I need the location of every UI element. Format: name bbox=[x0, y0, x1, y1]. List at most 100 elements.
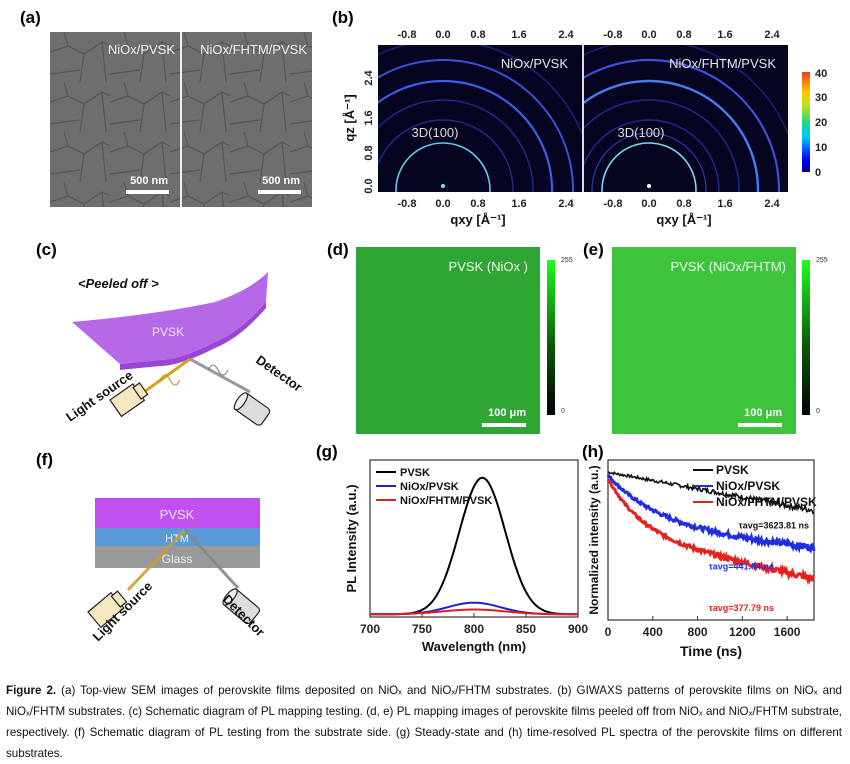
tick-bot-2-2: 0.8 bbox=[676, 198, 691, 210]
x-tick-label: 1600 bbox=[774, 625, 801, 639]
giwaxs-ylabel: qz [Å⁻¹] bbox=[342, 94, 357, 141]
series-scatter-2 bbox=[606, 478, 815, 586]
x-tick-label: 0 bbox=[605, 625, 612, 639]
ytick-1: 0.8 bbox=[363, 145, 375, 160]
tick-top-1-3: 1.6 bbox=[511, 29, 526, 41]
tick-bot-1-1: 0.0 bbox=[435, 198, 450, 210]
ytick-0: 0.0 bbox=[363, 178, 375, 193]
cbar-tick-20: 20 bbox=[815, 117, 827, 129]
scalebar-label-2: 500 nm bbox=[262, 175, 300, 187]
emission-beam-f bbox=[183, 528, 240, 590]
pl-map-niox-fhtm: PVSK (NiOx/FHTM) 100 μm bbox=[612, 247, 796, 434]
legend-label-1: NiOx/PVSK bbox=[400, 481, 459, 493]
pl-map-niox-fhtm-scalebar bbox=[738, 423, 782, 427]
giwaxs-xlabel-1: qxy [Å⁻¹] bbox=[450, 212, 505, 227]
giwaxs-colorbar bbox=[802, 72, 810, 172]
pl-map-niox-fhtm-cbar-min: 0 bbox=[816, 408, 820, 415]
cbar-tick-10: 10 bbox=[815, 142, 827, 154]
pvsk-label: PVSK bbox=[152, 325, 184, 339]
scalebar-2 bbox=[258, 190, 301, 194]
cbar-tick-40: 40 bbox=[815, 68, 827, 80]
giwaxs-title-1: NiOx/PVSK bbox=[501, 56, 569, 71]
peeled-off-label: <Peeled off > bbox=[78, 276, 159, 291]
tick-top-2-2: 0.8 bbox=[676, 29, 691, 41]
x-tick-label: 900 bbox=[568, 622, 588, 636]
detector-label: Detector bbox=[253, 352, 305, 395]
detector-icon bbox=[233, 392, 271, 426]
series-scatter-1 bbox=[606, 473, 816, 554]
excitation-beam-f bbox=[126, 528, 187, 592]
panel-label-h: (h) bbox=[582, 442, 604, 461]
x-tick-label: 1200 bbox=[729, 625, 756, 639]
giwaxs-figure: NiOx/PVSK NiOx/FHTM/PVSK 3D(100) 3D(100)… bbox=[342, 29, 827, 227]
plot-frame bbox=[607, 459, 815, 621]
layer-pvsk-label: PVSK bbox=[160, 507, 195, 522]
pl-map-niox-fhtm-title: PVSK (NiOx/FHTM) bbox=[670, 259, 786, 274]
panel-label-d: (d) bbox=[327, 240, 349, 259]
caption-lead: Figure 2. bbox=[6, 684, 57, 697]
tick-bot-2-4: 2.4 bbox=[764, 198, 780, 210]
y-axis-label: Normalized intensity (a.u.) bbox=[587, 465, 601, 614]
x-axis-label: Wavelength (nm) bbox=[422, 639, 526, 654]
legend-label-2: NiOx/FHTM/PVSK bbox=[716, 495, 817, 509]
layer-glass bbox=[95, 546, 260, 568]
series-scatter-0 bbox=[608, 471, 815, 515]
pvsk-film bbox=[72, 272, 268, 364]
layer-glass-label: Glass bbox=[162, 552, 193, 566]
tick-top-2-3: 1.6 bbox=[717, 29, 732, 41]
pl-map-niox-cbar-max: 255 bbox=[561, 257, 573, 264]
tick-bot-2-0: -0.8 bbox=[604, 198, 623, 210]
tick-bot-1-2: 0.8 bbox=[470, 198, 485, 210]
tau-label-1: τavg=441.84 ns bbox=[709, 562, 774, 572]
giwaxs-title-2: NiOx/FHTM/PVSK bbox=[669, 56, 776, 71]
tau-label-0: τavg=3623.81 ns bbox=[739, 521, 809, 531]
pl-map-niox-title: PVSK (NiOx ) bbox=[448, 259, 528, 274]
series-line-2 bbox=[369, 608, 579, 616]
giwaxs-annotation-2: 3D(100) bbox=[618, 125, 665, 140]
tick-bot-1-4: 2.4 bbox=[558, 198, 574, 210]
panel-label-a: (a) bbox=[20, 8, 41, 27]
x-tick-label: 850 bbox=[516, 622, 536, 636]
tick-top-1-2: 0.8 bbox=[470, 29, 485, 41]
tick-bot-2-1: 0.0 bbox=[641, 198, 656, 210]
x-axis-label: Time (ns) bbox=[680, 643, 742, 659]
ytick-2: 1.6 bbox=[363, 110, 375, 125]
x-tick-label: 400 bbox=[643, 625, 663, 639]
tick-top-1-0: -0.8 bbox=[398, 29, 417, 41]
detector-icon-f bbox=[222, 588, 261, 625]
cbar-tick-30: 30 bbox=[815, 92, 827, 104]
sem-title-1: NiOx/PVSK bbox=[108, 42, 176, 57]
scalebar-label-1: 500 nm bbox=[130, 175, 168, 187]
substrate-pl-schematic: PVSK HTM Glass Light source Detector bbox=[87, 498, 268, 644]
tick-top-2-1: 0.0 bbox=[641, 29, 656, 41]
sem-images: NiOx/PVSK NiOx/FHTM/PVSK 500 nm 500 nm bbox=[50, 32, 312, 207]
sem-image-niox-fhtm-pvsk bbox=[182, 32, 312, 207]
tick-top-2-4: 2.4 bbox=[764, 29, 780, 41]
legend-label-1: NiOx/PVSK bbox=[716, 479, 780, 493]
pl-map-niox-colorbar bbox=[547, 260, 555, 415]
tick-top-2-0: -0.8 bbox=[604, 29, 623, 41]
giwaxs-annotation-1: 3D(100) bbox=[412, 125, 459, 140]
x-tick-label: 800 bbox=[688, 625, 708, 639]
panel-label-g: (g) bbox=[316, 442, 338, 461]
x-tick-label: 750 bbox=[412, 622, 432, 636]
cbar-tick-0: 0 bbox=[815, 167, 821, 179]
pl-map-niox: PVSK (NiOx ) 100 μm bbox=[356, 247, 540, 434]
scalebar-1 bbox=[126, 190, 169, 194]
giwaxs-image-2 bbox=[584, 45, 788, 192]
sem-title-2: NiOx/FHTM/PVSK bbox=[200, 42, 307, 57]
pl-map-niox-scalebar bbox=[482, 423, 526, 427]
tau-label-2: τavg=377.79 ns bbox=[709, 603, 774, 613]
x-tick-label: 800 bbox=[464, 622, 484, 636]
panel-label-b: (b) bbox=[332, 8, 354, 27]
pl-map-niox-fhtm-scalebar-label: 100 μm bbox=[744, 407, 782, 419]
pl-map-niox-fhtm-colorbar bbox=[802, 260, 810, 415]
x-tick-label: 700 bbox=[360, 622, 380, 636]
legend-label-2: NiOx/FHTM/PVSK bbox=[400, 495, 492, 507]
tick-bot-1-0: -0.8 bbox=[398, 198, 417, 210]
giwaxs-image-1 bbox=[378, 45, 582, 192]
layer-pvsk bbox=[95, 498, 260, 528]
panel-label-e: (e) bbox=[583, 240, 604, 259]
legend-label-0: PVSK bbox=[716, 463, 749, 477]
tick-bot-1-3: 1.6 bbox=[511, 198, 526, 210]
